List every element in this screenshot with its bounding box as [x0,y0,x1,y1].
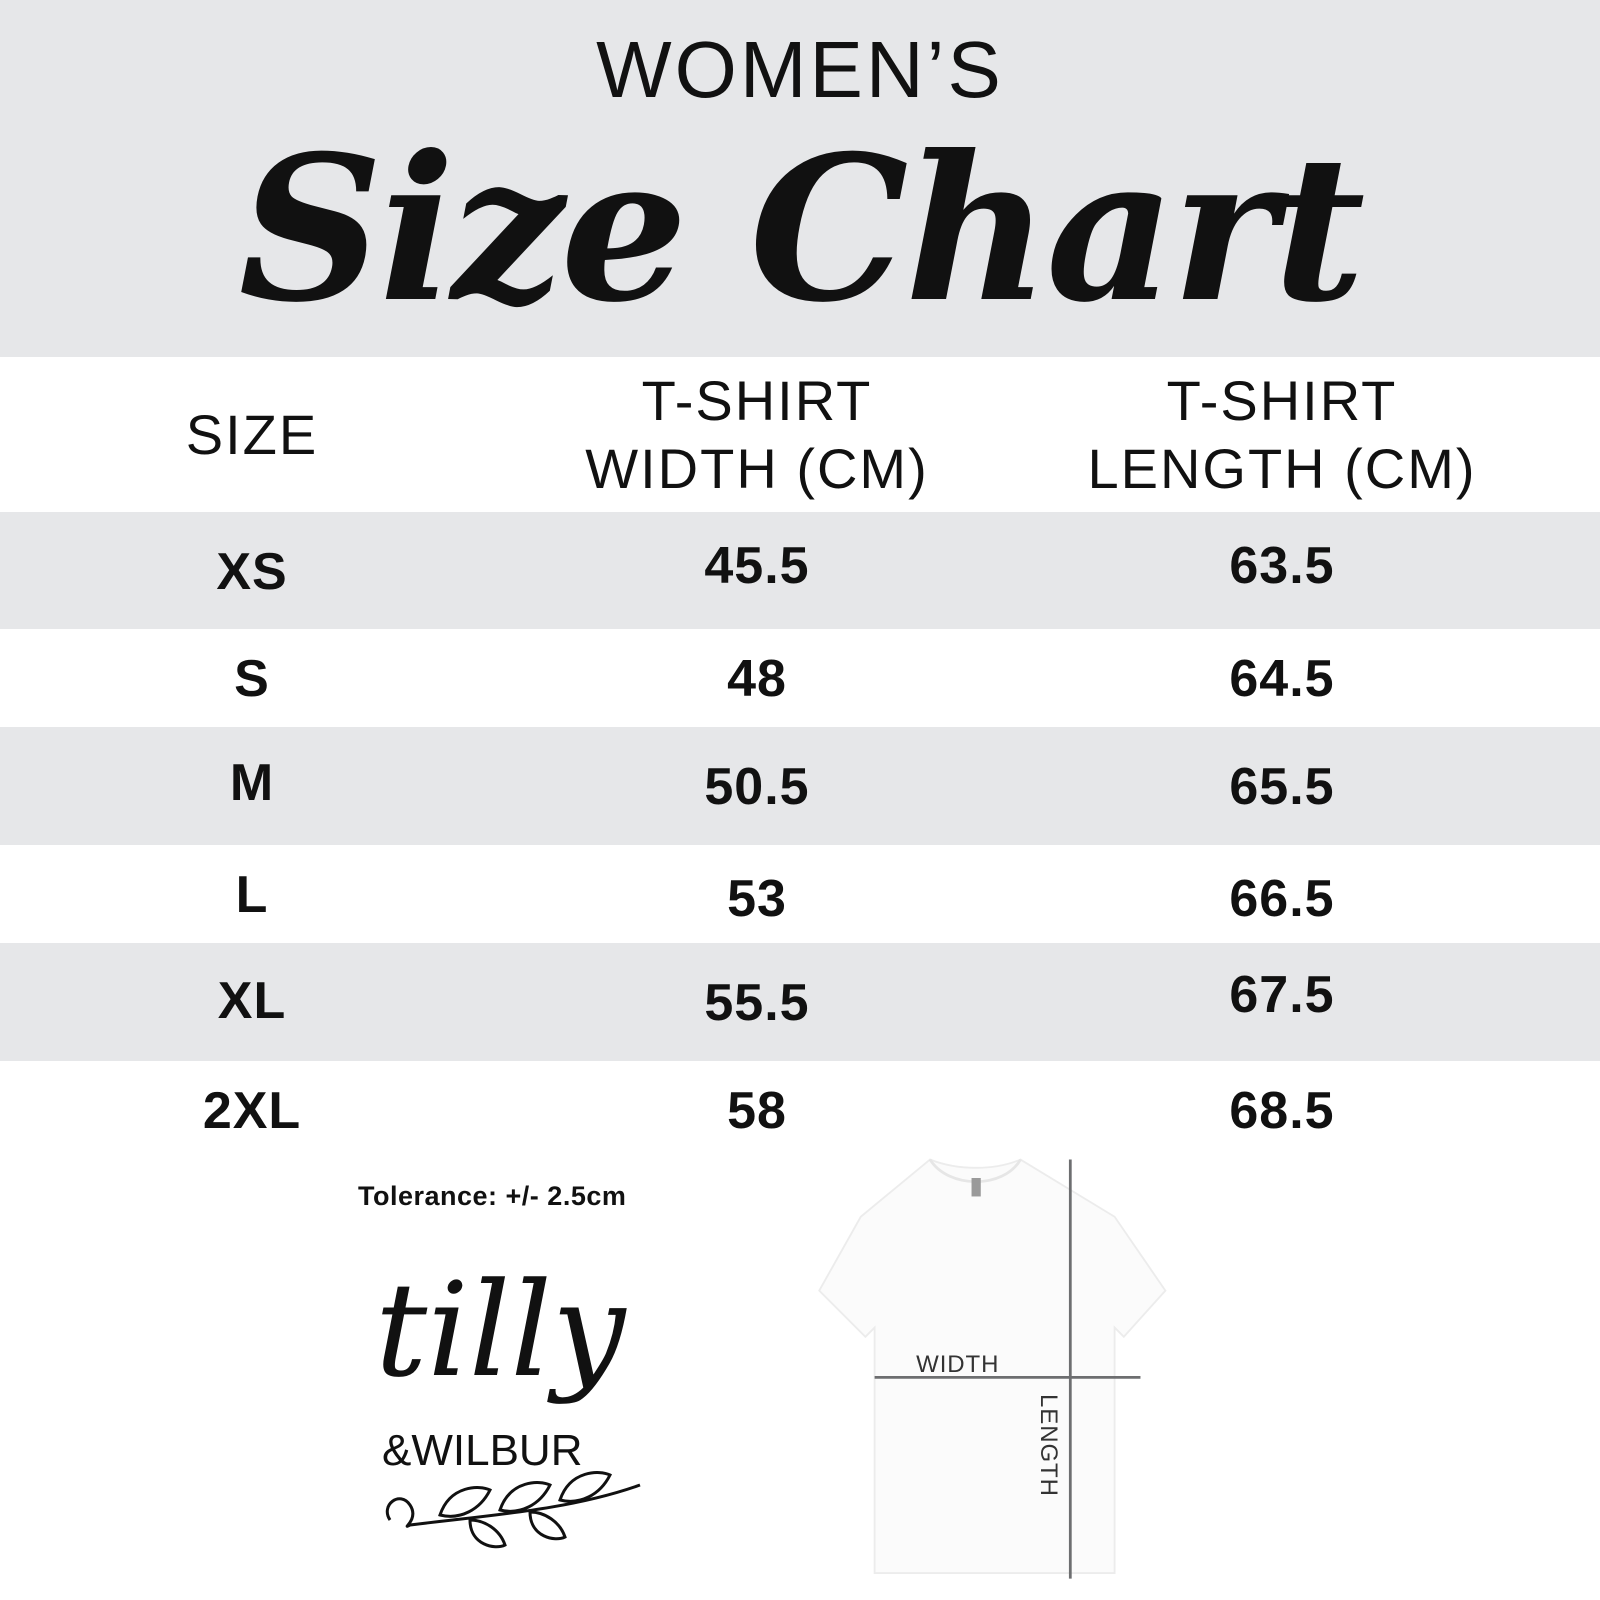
tolerance-note: Tolerance: +/- 2.5cm [358,1181,627,1211]
table-row: XS 45.5 63.5 [0,512,1600,629]
width-cell: 55.5 [704,974,810,1032]
logo-text-wilbur: &WILBUR [382,1426,582,1475]
length-cell: 63.5 [1229,537,1335,595]
length-cell: 68.5 [1229,1082,1335,1140]
col-header-length: T-SHIRT LENGTH (CM) [1042,367,1522,503]
logo-leaf-icon: tilly &WILBUR [375,1254,641,1549]
size-cell: XS [216,543,288,601]
tshirt-icon: WIDTH LENGTH [818,1158,1167,1579]
width-label: WIDTH [916,1351,999,1378]
length-cell: 65.5 [1229,758,1335,816]
col-header-length-line1: T-SHIRT [1166,369,1398,432]
subtitle: WOMEN’S [596,25,1004,114]
table-row: 2XL 58 68.5 [0,1061,1600,1141]
col-header-width: T-SHIRT WIDTH (CM) [517,367,997,503]
table-row: M 50.5 65.5 [0,727,1600,845]
size-cell: M [229,754,275,812]
size-cell: S [234,650,270,708]
table-row: S 48 64.5 [0,629,1600,727]
size-cell: L [235,866,269,924]
width-cell: 45.5 [704,537,810,595]
length-cell: 67.5 [1229,966,1335,1024]
col-header-width-line2: WIDTH (CM) [585,437,929,500]
width-cell: 50.5 [704,758,810,816]
width-cell: 58 [727,1082,787,1140]
col-header-width-line1: T-SHIRT [641,369,873,432]
size-cell: XL [217,972,287,1030]
width-cell: 53 [727,870,787,928]
table-row: XL 55.5 67.5 [0,943,1600,1061]
title-banner: WOMEN’S Size Chart [0,0,1600,357]
brand-logo: tilly &WILBUR [370,1254,660,1565]
width-cell: 48 [727,650,787,708]
length-cell: 66.5 [1229,870,1335,928]
length-cell: 64.5 [1229,650,1335,708]
size-cell: 2XL [202,1082,302,1140]
page-title: Size Chart [238,112,1366,347]
tshirt-diagram: WIDTH LENGTH [810,1152,1170,1593]
col-header-size: SIZE [185,403,319,466]
table-header: SIZE T-SHIRT WIDTH (CM) T-SHIRT LENGTH (… [0,357,1600,512]
col-header-length-line2: LENGTH (CM) [1087,437,1477,500]
logo-text-tilly: tilly [375,1260,627,1406]
length-label: LENGTH [1035,1394,1062,1497]
table-row: L 53 66.5 [0,845,1600,943]
